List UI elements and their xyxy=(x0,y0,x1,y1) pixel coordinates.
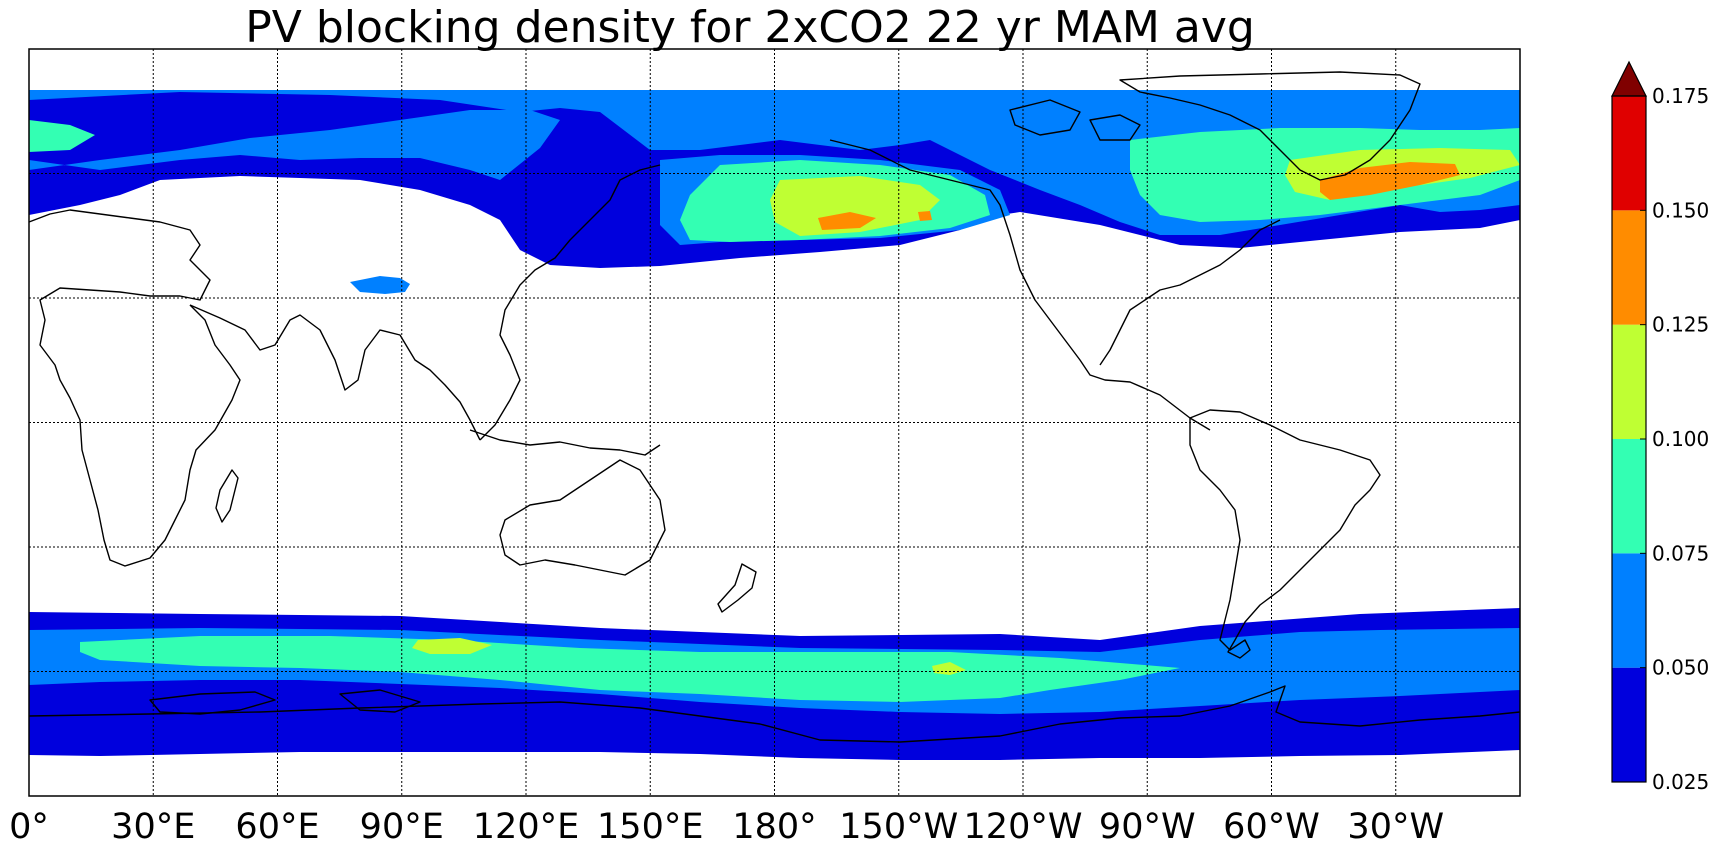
colorbar-tick-label: 0.050 xyxy=(1652,656,1709,680)
coastlines xyxy=(28,71,1521,743)
longitude-tick-label: 30°E xyxy=(111,807,195,847)
coast-madagascar xyxy=(215,469,239,523)
colorbar-extend-arrow xyxy=(1611,60,1647,97)
coast-australia xyxy=(499,459,666,576)
coast-east-asia xyxy=(479,164,661,441)
colorbar-tick-label: 0.175 xyxy=(1652,84,1709,108)
coast-antarctica xyxy=(28,685,1521,743)
colorbar-tick-label: 0.075 xyxy=(1652,541,1709,565)
longitude-tick-label: 150°E xyxy=(597,807,703,847)
longitude-tick-label: 60°E xyxy=(235,807,319,847)
colorbar-tick-label: 0.025 xyxy=(1652,770,1709,794)
map-frame xyxy=(28,48,1521,797)
colorbar-segment xyxy=(1612,667,1646,782)
tibet-blob xyxy=(350,276,410,294)
nh-band-0125-a xyxy=(818,212,876,230)
longitude-tick-label: 30°W xyxy=(1347,807,1444,847)
coast-europe-africa xyxy=(28,209,241,567)
colorbar-segment xyxy=(1612,324,1646,439)
colorbar-segment xyxy=(1612,96,1646,211)
colorbar: 0.025 0.050 0.075 0.100 0.125 0.150 0.175 xyxy=(1611,60,1709,794)
longitude-tick-label: 120°W xyxy=(964,807,1083,847)
sh-band-0100-a xyxy=(412,638,492,654)
nh-band-0100-a xyxy=(770,176,940,236)
colorbar-tick-label: 0.150 xyxy=(1652,198,1709,222)
longitude-tick-label: 150°W xyxy=(839,807,958,847)
longitude-tick-label: 0° xyxy=(9,807,49,847)
coast-arctic-islands xyxy=(1009,99,1141,141)
longitude-tick-label: 90°E xyxy=(360,807,444,847)
coast-indonesia xyxy=(469,429,661,456)
colorbar-segment xyxy=(1612,210,1646,325)
coast-arabia xyxy=(189,304,481,441)
graticule xyxy=(29,49,1520,796)
nh-band-0125-a2 xyxy=(918,211,932,221)
sh-band-0075 xyxy=(80,636,1180,702)
coast-na-east xyxy=(1099,219,1281,366)
colorbar-tick-label: 0.125 xyxy=(1652,313,1709,337)
longitude-tick-label: 180° xyxy=(732,807,816,847)
map-title: PV blocking density for 2xCO2 22 yr MAM … xyxy=(245,2,1255,53)
colorbar-segment xyxy=(1612,553,1646,668)
colorbar-segment xyxy=(1612,439,1646,554)
coast-new-zealand xyxy=(717,563,757,613)
nh-band-0125-b xyxy=(1320,162,1460,200)
coast-south-america xyxy=(1189,409,1381,659)
longitude-labels: 0° 30°E 60°E 90°E 120°E 150°E 180° 150°W 120°W 90… xyxy=(9,807,1444,847)
nh-band-0075-a xyxy=(29,120,95,152)
coast-greenland xyxy=(1119,71,1421,181)
longitude-tick-label: 90°W xyxy=(1099,807,1196,847)
coast-antarctic-shelf xyxy=(149,689,421,715)
longitude-tick-label: 120°E xyxy=(473,807,579,847)
longitude-tick-label: 60°W xyxy=(1223,807,1320,847)
colorbar-tick-label: 0.100 xyxy=(1652,427,1709,451)
coast-north-america xyxy=(829,139,1211,431)
